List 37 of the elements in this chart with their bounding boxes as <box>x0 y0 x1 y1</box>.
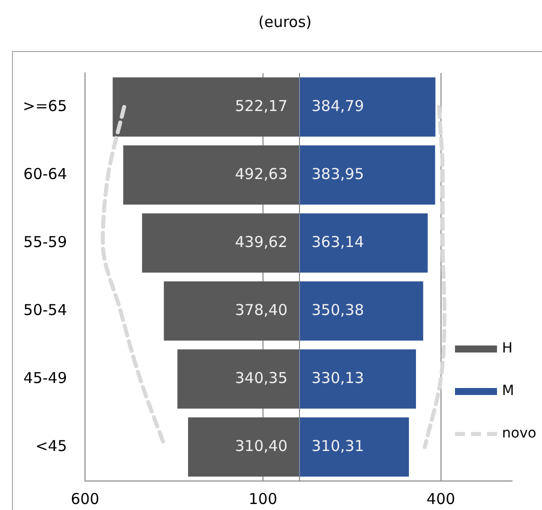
data-label: 492,63 <box>235 164 288 183</box>
bar <box>123 145 298 205</box>
x-tick-label: 600 <box>70 490 100 508</box>
data-label: 340,35 <box>235 368 288 387</box>
data-label: 378,40 <box>235 300 288 319</box>
bar <box>298 349 416 409</box>
data-label: 439,62 <box>235 232 288 251</box>
data-label: 310,40 <box>235 436 288 455</box>
y-tick-label: <45 <box>35 436 67 455</box>
bar <box>112 77 298 137</box>
x-tick-label: 100 <box>248 490 278 508</box>
data-label: 384,79 <box>312 96 364 115</box>
bar <box>164 281 298 341</box>
data-label: 522,17 <box>235 96 288 115</box>
bar <box>298 281 424 341</box>
y-tick-label: >=65 <box>22 96 67 115</box>
y-tick-label: 50-54 <box>23 300 67 319</box>
bar <box>177 349 298 409</box>
x-tick-label: 400 <box>426 490 456 508</box>
legend-label: M <box>502 383 514 400</box>
bar <box>298 145 436 205</box>
legend-label: novo <box>502 426 536 442</box>
legend-label: H <box>502 340 513 357</box>
data-label: 310,31 <box>312 436 364 455</box>
y-tick-label: 45-49 <box>23 368 67 387</box>
y-tick-label: 60-64 <box>23 164 67 183</box>
bar <box>142 213 298 273</box>
data-label: 330,13 <box>312 368 364 387</box>
data-label: 350,38 <box>312 300 364 319</box>
bar <box>298 77 436 137</box>
data-label: 383,95 <box>312 164 364 183</box>
chart-title: (euros) <box>258 12 312 31</box>
bar <box>188 417 298 477</box>
data-label: 363,14 <box>312 232 364 251</box>
bar <box>298 417 409 477</box>
y-tick-label: 55-59 <box>23 232 67 251</box>
bar <box>298 213 428 273</box>
